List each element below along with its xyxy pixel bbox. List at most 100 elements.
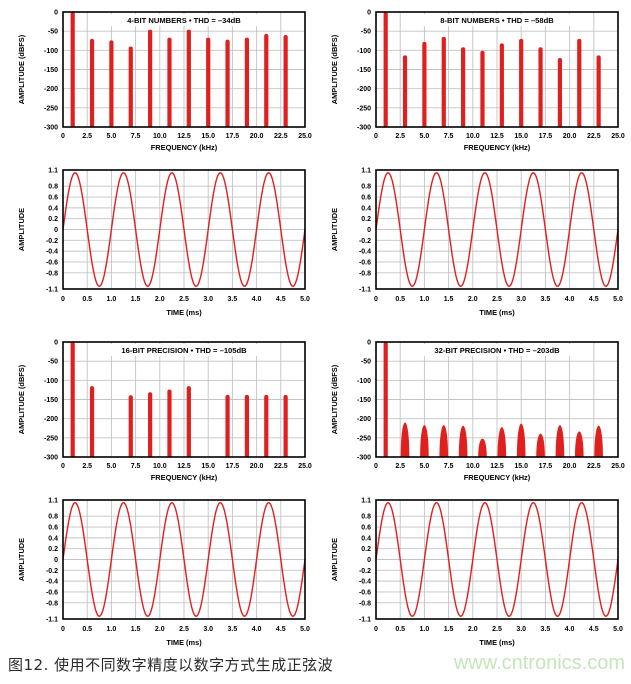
y-tick-label: 0.6 xyxy=(48,525,58,532)
x-tick-label: 12.5 xyxy=(490,133,504,140)
chart-title: 8-BIT NUMBERS • THD = –58dB xyxy=(440,16,554,25)
fft-spike xyxy=(516,423,526,457)
fft-spike xyxy=(186,29,191,128)
x-tick-label: 20.0 xyxy=(250,463,264,470)
x-tick-label: 2.5 xyxy=(492,296,502,303)
sine-plot: 0 0.5 1.0 1.5 2.0 2.5 3.0 3.5 4.0 4.5 5.0 1.1 0.8 0.6… xyxy=(17,498,310,648)
y-tick-label: -100 xyxy=(44,378,58,385)
x-tick-label: 2.0 xyxy=(155,296,165,303)
y-tick-label: 0 xyxy=(54,557,58,564)
fft-spike xyxy=(497,427,507,457)
y-tick-label: 0.2 xyxy=(48,216,58,223)
x-tick-label: 20.0 xyxy=(250,133,264,140)
y-tick-label: 0.6 xyxy=(361,195,371,202)
fft-spike xyxy=(538,47,543,128)
x-tick-label: 2.5 xyxy=(82,463,92,470)
y-axis-label: AMPLITUDE (dBFS) xyxy=(330,364,339,434)
y-tick-label: -1.1 xyxy=(46,287,58,294)
fft-spike xyxy=(109,40,114,127)
y-tick-label: -0.4 xyxy=(359,579,371,586)
figure-caption: 图12. 使用不同数字精度以数字方式生成正弦波 xyxy=(8,656,334,674)
x-tick-label: 0.5 xyxy=(82,296,92,303)
fft-spike xyxy=(478,438,487,457)
y-axis-label: AMPLITUDE xyxy=(330,208,339,251)
plot-border xyxy=(375,11,619,128)
y-tick-label: 1.1 xyxy=(48,168,58,175)
plot-border xyxy=(62,169,306,290)
watermark-link[interactable]: www.cntronics.com xyxy=(453,652,625,674)
x-tick-label: 0 xyxy=(374,296,378,303)
y-tick-label: -0.2 xyxy=(46,238,58,245)
plot-border xyxy=(375,169,619,290)
plot-border xyxy=(375,341,619,458)
x-tick-label: 25.0 xyxy=(298,463,312,470)
fft-spike xyxy=(283,394,288,457)
x-axis-label: FREQUENCY (kHz) xyxy=(464,473,531,482)
plot-border xyxy=(62,11,306,128)
x-tick-label: 1.0 xyxy=(420,626,430,633)
fft-spike xyxy=(458,425,468,457)
x-axis-label: FREQUENCY (kHz) xyxy=(151,473,218,482)
chart-title: 4-BIT NUMBERS • THD = –34dB xyxy=(127,16,241,25)
x-tick-label: 1.5 xyxy=(444,296,454,303)
y-tick-label: -300 xyxy=(357,125,371,132)
spectrum-chart-32bit: 32-BIT PRECISION • THD = –203dB 0 2.5 5.0 7.… xyxy=(313,330,628,483)
x-tick-label: 5.0 xyxy=(300,626,310,633)
fft-spike xyxy=(499,43,504,127)
y-axis-label: AMPLITUDE (dBFS) xyxy=(330,34,339,104)
x-tick-label: 5.0 xyxy=(300,296,310,303)
x-tick-label: 3.0 xyxy=(203,296,213,303)
sine-chart-4bit: 0 0.5 1.0 1.5 2.0 2.5 3.0 3.5 4.0 4.5 5.0 1.1 0.8 0.6… xyxy=(0,152,315,320)
y-tick-label: 0.8 xyxy=(48,514,58,521)
x-tick-label: 12.5 xyxy=(177,463,191,470)
y-tick-label: -250 xyxy=(357,435,371,442)
x-tick-label: 0 xyxy=(61,463,65,470)
x-tick-label: 20.0 xyxy=(563,463,577,470)
fft-spike xyxy=(264,33,269,127)
x-tick-label: 17.5 xyxy=(226,463,240,470)
x-tick-label: 4.5 xyxy=(276,626,286,633)
x-tick-label: 7.5 xyxy=(444,463,454,470)
fft-plot: 8-BIT NUMBERS • THD = –58dB 0 2.5 5.0 7.5 10.… xyxy=(330,10,625,153)
y-tick-label: -0.4 xyxy=(46,249,58,256)
y-tick-label: 0 xyxy=(367,340,371,347)
sine-plot: 0 0.5 1.0 1.5 2.0 2.5 3.0 3.5 4.0 4.5 5.0 1.1 0.8 0.6… xyxy=(330,168,623,318)
fft-spike xyxy=(244,37,250,127)
x-tick-label: 2.0 xyxy=(468,626,478,633)
sine-chart-16bit: 0 0.5 1.0 1.5 2.0 2.5 3.0 3.5 4.0 4.5 5.0 1.1 0.8 0.6… xyxy=(0,482,315,650)
sine-trace xyxy=(375,502,619,617)
fft-spike xyxy=(596,55,601,127)
x-tick-label: 25.0 xyxy=(611,133,625,140)
x-tick-label: 4.5 xyxy=(589,296,599,303)
x-tick-label: 15.0 xyxy=(514,463,528,470)
spectrum-chart-8bit: 8-BIT NUMBERS • THD = –58dB 0 2.5 5.0 7.5 10.… xyxy=(313,0,628,153)
x-tick-label: 4.5 xyxy=(589,626,599,633)
x-tick-label: 7.5 xyxy=(131,463,141,470)
title-backdrop xyxy=(421,14,573,26)
fft-spike xyxy=(574,431,584,457)
x-tick-label: 20.0 xyxy=(563,133,577,140)
fft-spike xyxy=(186,386,191,457)
fft-spike xyxy=(480,50,485,127)
x-tick-label: 25.0 xyxy=(298,133,312,140)
fft-plot: 32-BIT PRECISION • THD = –203dB 0 2.5 5.0 7.… xyxy=(330,340,625,483)
fft-spike xyxy=(383,12,388,127)
fft-spike xyxy=(128,46,133,127)
y-tick-label: -1.1 xyxy=(359,287,371,294)
sine-chart-8bit: 0 0.5 1.0 1.5 2.0 2.5 3.0 3.5 4.0 4.5 5.0 1.1 0.8 0.6… xyxy=(313,152,628,320)
y-tick-label: -150 xyxy=(357,67,371,74)
plot-border xyxy=(62,341,306,458)
y-tick-label: 1.1 xyxy=(361,168,371,175)
y-tick-label: -100 xyxy=(44,48,58,55)
fft-spike xyxy=(148,29,153,128)
x-tick-label: 0.5 xyxy=(82,626,92,633)
fft-spike xyxy=(283,35,288,127)
chart-title: 16-BIT PRECISION • THD = –105dB xyxy=(121,346,247,355)
sine-plot: 0 0.5 1.0 1.5 2.0 2.5 3.0 3.5 4.0 4.5 5.0 1.1 0.8 0.6… xyxy=(17,168,310,318)
fft-plot: 4-BIT NUMBERS • THD = –34dB 0 2.5 5.0 7.5 10.… xyxy=(17,10,312,153)
fft-spike xyxy=(422,41,427,127)
x-tick-label: 10.0 xyxy=(153,133,167,140)
y-tick-label: 0.2 xyxy=(48,546,58,553)
y-tick-label: 0.4 xyxy=(48,205,58,212)
